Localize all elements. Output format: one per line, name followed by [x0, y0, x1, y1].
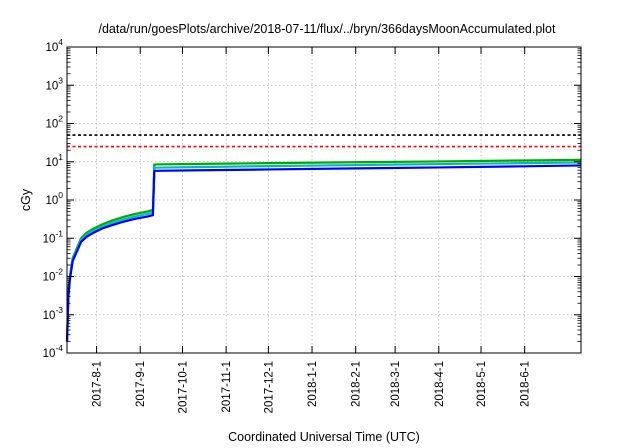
x-axis: 2017-8-1 2017-9-1 2017-10-1 2017-11-1 2017-1…	[92, 47, 532, 413]
y-tick-label: 104	[45, 37, 63, 54]
y-tick-label: 10-1	[43, 228, 64, 245]
x-tick-label: 2017-9-1	[135, 361, 147, 407]
y-tick-label: 10-4	[43, 343, 64, 360]
x-tick-label: 2017-10-1	[177, 361, 189, 413]
x-tick-label: 2017-11-1	[221, 361, 233, 413]
y-axis: 10-4 10-3 10-2 10-1 100 101 102 103 104	[43, 37, 581, 360]
y-tick-label: 103	[45, 75, 63, 92]
y-tick-label: 10-2	[43, 267, 64, 284]
grid	[67, 47, 581, 353]
x-tick-label: 2018-5-1	[476, 361, 488, 407]
x-tick-label: 2018-4-1	[434, 361, 446, 407]
x-tick-label: 2018-3-1	[390, 361, 402, 407]
x-tick-label: 2017-8-1	[92, 361, 104, 407]
series-line	[65, 158, 582, 342]
x-axis-label: Coordinated Universal Time (UTC)	[228, 430, 420, 444]
x-tick-label: 2018-6-1	[520, 361, 532, 407]
y-tick-label: 100	[45, 190, 63, 207]
x-tick-label: 2018-2-1	[351, 361, 363, 407]
y-axis-label: cGy	[19, 188, 33, 211]
chart-title: /data/run/goesPlots/archive/2018-07-11/f…	[99, 22, 557, 36]
reference-lines	[67, 134, 581, 148]
series-line	[65, 164, 582, 342]
series-lines	[65, 158, 582, 342]
y-tick-label: 101	[45, 152, 63, 169]
y-tick-label: 102	[45, 114, 63, 131]
x-tick-label: 2017-12-1	[263, 361, 275, 413]
y-tick-label: 10-3	[43, 305, 64, 322]
x-tick-label: 2018-1-1	[307, 361, 319, 407]
